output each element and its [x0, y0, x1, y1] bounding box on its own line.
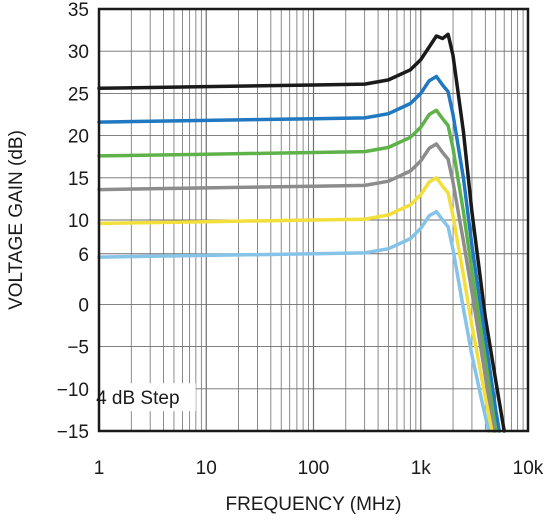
y-tick-label: 15 — [68, 169, 89, 190]
x-tick-label: 1k — [411, 458, 432, 479]
y-tick-label: 0 — [78, 295, 89, 316]
series-line-5 — [97, 176, 494, 433]
y-tick-label: 35 — [68, 0, 89, 21]
annotation-group: 4 dB Step — [79, 383, 196, 412]
y-tick-label: 30 — [68, 42, 89, 63]
series-line-4 — [97, 142, 496, 433]
y-axis-title: VOLTAGE GAIN (dB) — [6, 130, 27, 310]
y-tick-label: 20 — [68, 127, 89, 148]
x-tick-label: 1 — [94, 458, 105, 479]
y-tick-label: 25 — [68, 84, 89, 105]
x-tick-label: 100 — [298, 458, 330, 479]
x-tick-label: 10 — [196, 458, 217, 479]
x-axis-title: FREQUENCY (MHz) — [226, 494, 402, 515]
series-line-2 — [97, 74, 502, 433]
series-line-1 — [97, 32, 506, 433]
annotation-label: 4 dB Step — [96, 388, 179, 409]
y-tick-label: −10 — [57, 380, 89, 401]
series-lines — [97, 32, 506, 433]
y-tick-labels: 35 30 25 20 15 10 6 0 −5 −10 −15 — [57, 0, 89, 443]
y-tick-label: 10 — [68, 211, 89, 232]
y-tick-label: 6 — [78, 245, 89, 266]
series-line-6 — [97, 209, 491, 433]
plot-frame — [97, 7, 530, 433]
y-tick-label: −15 — [57, 422, 89, 443]
series-line-3 — [97, 108, 498, 433]
x-tick-label: 10k — [513, 458, 544, 479]
y-tick-label: −5 — [67, 338, 89, 359]
x-tick-labels: 1 10 100 1k 10k — [94, 458, 544, 479]
